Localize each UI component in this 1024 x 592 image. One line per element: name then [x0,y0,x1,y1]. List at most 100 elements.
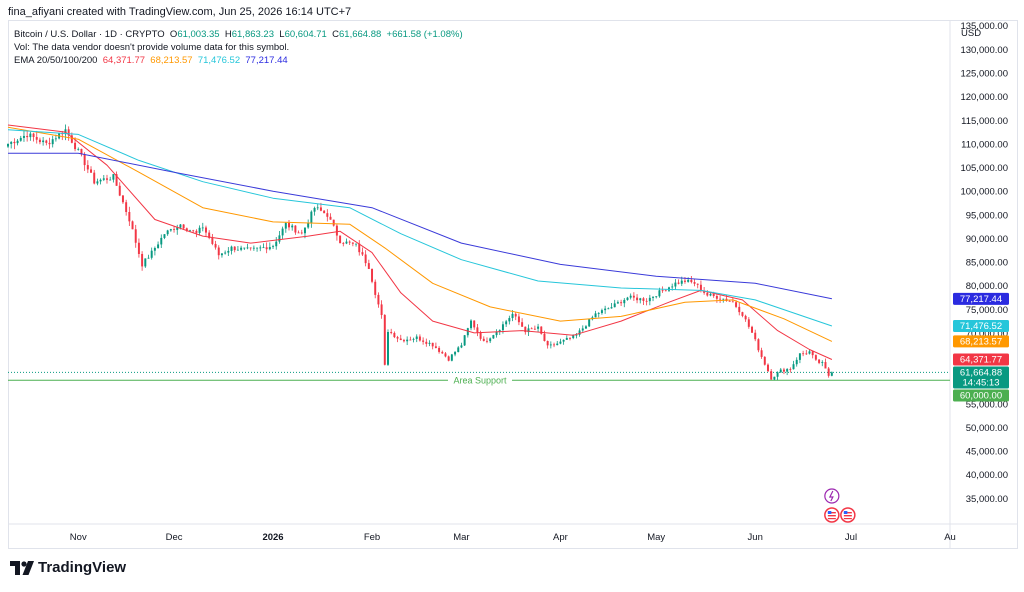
candle-body [291,225,294,228]
candle-body [652,296,655,298]
candle-body [256,247,259,249]
y-tick-label: 100,000.00 [960,187,1008,198]
candle-body [137,242,140,254]
y-tick-label: 130,000.00 [960,45,1008,56]
candle-body [655,296,658,298]
y-tick-label: 70,000.00 [966,328,1008,339]
candle-body [818,359,821,363]
candle-body [396,337,399,339]
candle-body [584,326,587,329]
candle-body [763,356,766,365]
candle-body [233,246,236,251]
y-tick-label: 55,000.00 [966,399,1008,410]
candle-body [383,315,386,365]
candle-body [345,241,348,244]
candle-body [744,315,747,320]
y-tick-label: 40,000.00 [966,470,1008,481]
symbol-name[interactable]: Bitcoin / U.S. Dollar · 1D · CRYPTO [14,29,165,40]
candle-body [380,304,383,316]
candle-body [703,290,706,293]
candle-body [664,290,667,292]
candle-body [323,210,326,214]
candle-body [150,250,153,258]
candle-body [121,195,124,203]
candle-body [524,326,527,333]
tradingview-logo[interactable]: TradingView [10,559,126,576]
candle-body [415,336,418,339]
y-tick-label: 75,000.00 [966,305,1008,316]
candle-body [492,335,495,339]
candle-body [192,230,195,232]
candle-body [319,207,322,211]
candle-body [313,207,316,212]
ema-line-ema-50 [7,126,833,342]
candle-body [830,372,833,376]
ema-line-ema-100 [7,129,833,327]
candle-body [747,319,750,327]
candle-body [224,252,227,254]
candle-body [147,257,150,259]
candle-body [329,216,332,220]
candle-body [198,227,201,233]
x-tick-label: Jul [845,532,857,543]
candle-body [741,312,744,316]
candle-body [738,306,741,313]
candle-body [776,372,779,377]
y-tick-label: 90,000.00 [966,234,1008,245]
ema-label[interactable]: EMA 20/50/100/200 [14,55,98,66]
candle-body [479,332,482,339]
candle-body [505,321,508,325]
candle-body [77,148,80,150]
candle-body [677,282,680,284]
candle-body [246,247,249,249]
candle-body [546,340,549,346]
candle-body [169,229,172,231]
candle-body [342,243,345,244]
candle-body [367,263,370,269]
candle-body [575,334,578,336]
candle-body [220,253,223,256]
price-label-text: 71,476.52 [960,321,1002,332]
x-tick-label: Apr [553,532,568,543]
candle-body [35,137,38,140]
candle-body [754,332,757,340]
candle-body [86,165,89,170]
candle-body [773,376,776,380]
candle-body [364,254,367,264]
candle-body [252,247,255,249]
candle-body [690,279,693,283]
candle-body [514,313,517,317]
candle-body [658,290,661,297]
candle-body [731,301,734,303]
candle-body [642,298,645,301]
candle-body [409,339,412,341]
candle-body [262,247,265,249]
candle-body [402,340,405,342]
candle-body [134,229,137,243]
x-tick-label: 2026 [262,532,283,543]
candle-body [141,253,144,267]
candle-body [450,354,453,361]
candle-body [811,351,814,356]
candle-body [157,244,160,249]
candle-body [418,336,421,341]
price-label-text: 77,217.44 [960,294,1002,305]
y-tick-label: 35,000.00 [966,494,1008,505]
candle-body [387,331,389,365]
tradingview-brand: TradingView [38,559,127,576]
candle-body [105,178,108,180]
candle-body [808,351,811,354]
candle-body [316,207,319,209]
ema-legend-row[interactable]: EMA 20/50/100/200 64,371.77 68,213.57 71… [14,54,463,67]
candle-body [757,339,760,351]
candle-body [374,281,377,295]
candle-body [428,342,431,344]
candle-body [42,140,45,143]
candle-body [530,328,533,330]
symbol-ohlc-row[interactable]: Bitcoin / U.S. Dollar · 1D · CRYPTO O61,… [14,28,463,41]
candle-body [45,140,48,143]
price-label-countdown: 14:45:13 [963,378,1000,389]
candle-body [626,297,629,300]
candle-body [699,284,702,291]
